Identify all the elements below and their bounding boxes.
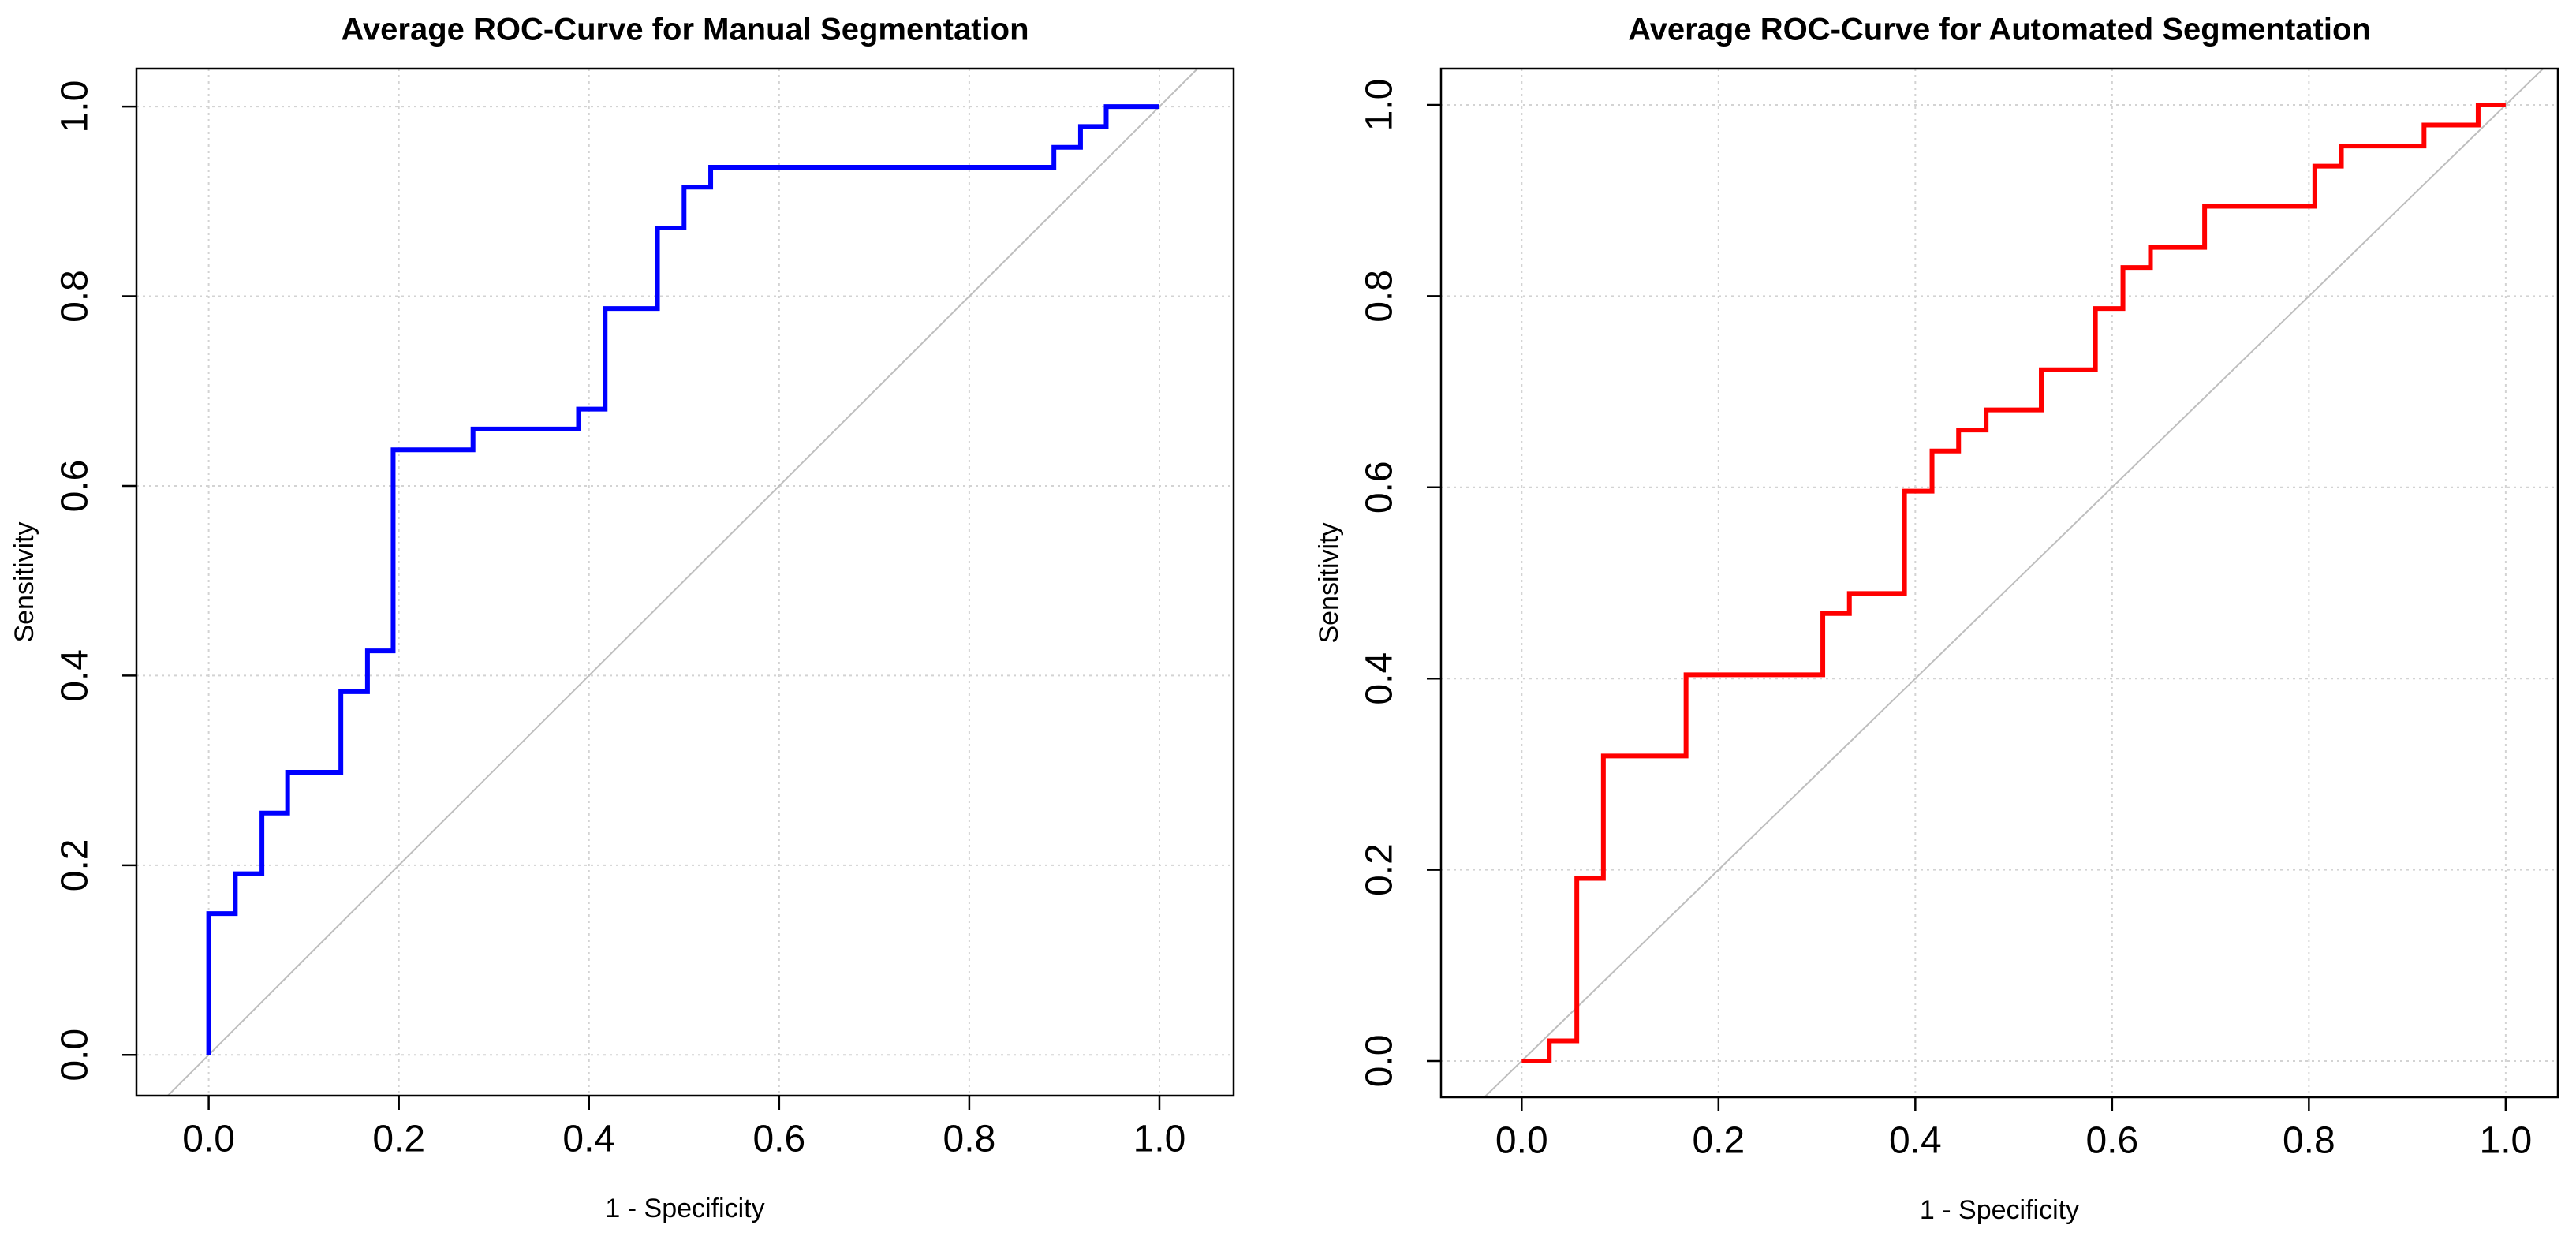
- y-tick-label: 0.0: [1359, 1035, 1401, 1088]
- chance-line: [1484, 69, 2544, 1097]
- y-tick-label: 1.0: [1359, 79, 1401, 132]
- y-tick-label: 0.2: [1359, 843, 1401, 896]
- y-tick-label: 0.6: [1359, 461, 1401, 514]
- x-tick-label: 0.8: [2283, 1120, 2335, 1162]
- y-axis-label: Sensitivity: [9, 521, 39, 642]
- chance-line: [167, 69, 1198, 1096]
- x-tick-label: 0.4: [562, 1119, 615, 1160]
- y-tick-label: 0.8: [1359, 270, 1401, 323]
- plot-frame: [1439, 67, 2559, 1099]
- roc-curve: [206, 104, 1159, 1055]
- chart-title: Average ROC-Curve for Manual Segmentatio…: [341, 13, 1029, 47]
- y-tick-label: 0.4: [54, 649, 96, 702]
- y-axis-label: Sensitivity: [1314, 522, 1344, 643]
- chart-panel: 0.0 0.2 0.4 0.6 0.8 1.0 0.0 0.2 0.4 0.6 0.8 1.0 Aver…: [1314, 13, 2559, 1225]
- x-tick-label: 0.2: [1692, 1120, 1745, 1162]
- x-tick-label: 0.0: [1495, 1120, 1548, 1162]
- plot-frame: [135, 67, 1235, 1097]
- x-tick-label: 0.6: [752, 1119, 805, 1160]
- x-axis-label: 1 - Specificity: [1920, 1195, 2079, 1225]
- x-tick-label: 1.0: [1133, 1119, 1186, 1160]
- y-tick-label: 0.0: [54, 1029, 96, 1081]
- y-tick-label: 0.6: [54, 460, 96, 513]
- x-tick-label: 1.0: [2480, 1120, 2533, 1162]
- y-tick-label: 0.8: [54, 270, 96, 323]
- y-tick-label: 1.0: [54, 80, 96, 133]
- x-tick-label: 0.4: [1889, 1120, 1942, 1162]
- chart-panel: 0.0 0.2 0.4 0.6 0.8 1.0 0.0 0.2 0.4 0.6 0.8 1.0 Aver…: [9, 13, 1235, 1223]
- y-tick-label: 0.4: [1359, 652, 1401, 705]
- roc-curve: [1521, 103, 2506, 1063]
- x-axis-label: 1 - Specificity: [605, 1194, 764, 1223]
- chart-title: Average ROC-Curve for Automated Segmenta…: [1628, 13, 2371, 47]
- x-tick-label: 0.2: [372, 1119, 425, 1160]
- y-tick-label: 0.2: [54, 839, 96, 891]
- x-tick-label: 0.8: [943, 1119, 996, 1160]
- x-tick-label: 0.0: [182, 1119, 235, 1160]
- x-tick-label: 0.6: [2085, 1120, 2138, 1162]
